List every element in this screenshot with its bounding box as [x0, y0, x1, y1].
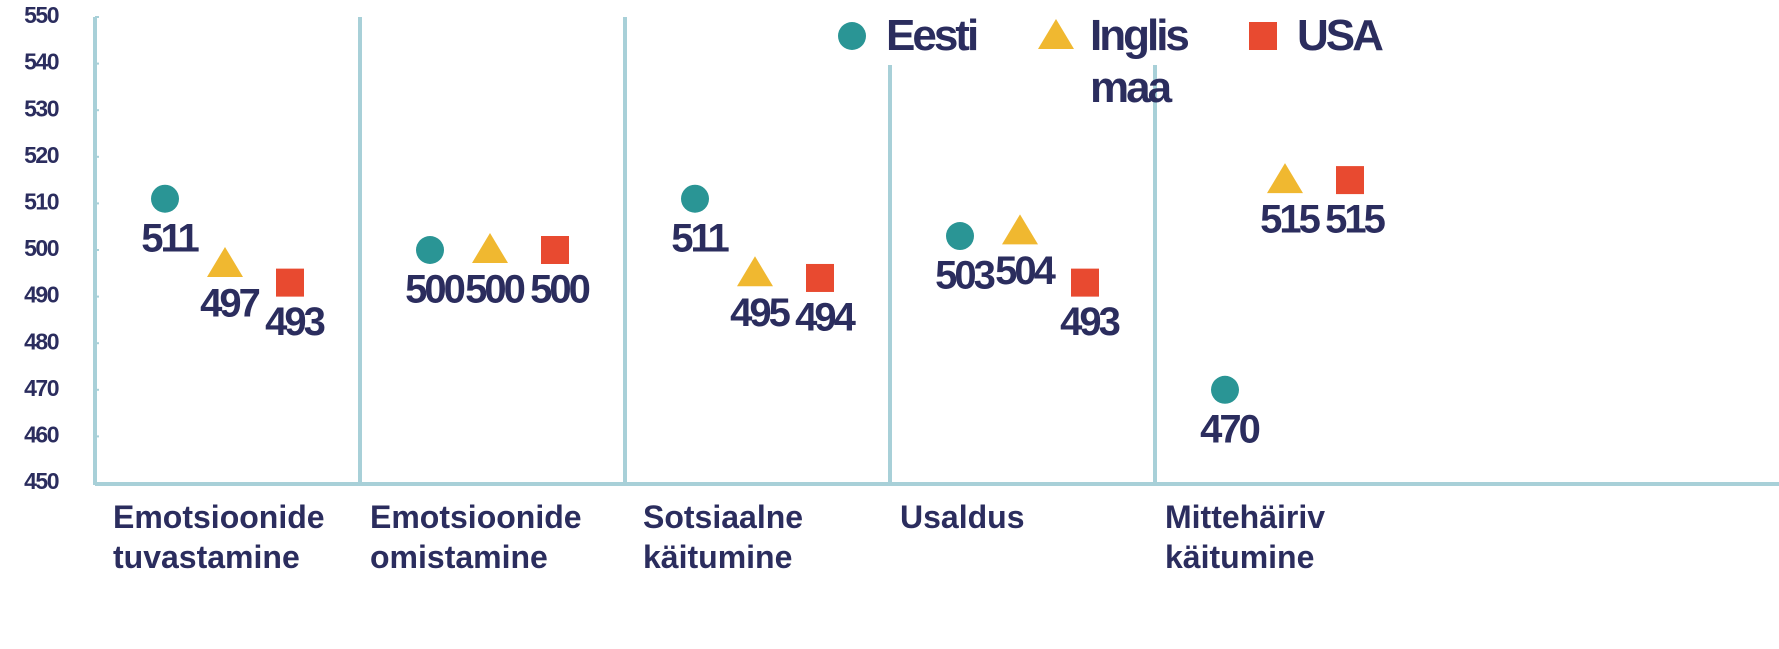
- y-tick-label: 550: [24, 2, 59, 28]
- x-tick-label: Emotsioonide tuvastamine: [113, 499, 325, 575]
- marker: [946, 222, 974, 251]
- legend-label: Inglis maa: [1090, 11, 1190, 112]
- y-tick-label: 470: [24, 375, 59, 401]
- data-label: 500: [465, 268, 524, 312]
- data-label: 511: [141, 216, 199, 260]
- legend-label: USA: [1297, 11, 1384, 60]
- marker: [1267, 163, 1303, 194]
- data-label: 500: [530, 268, 589, 312]
- data-label: 497: [200, 282, 259, 326]
- y-tick-label: 490: [24, 282, 59, 308]
- marker: [541, 236, 569, 264]
- x-tick-label: Mittehäiriv käitumine: [1165, 499, 1326, 575]
- data-label: 500: [405, 268, 464, 312]
- y-tick-label: 450: [24, 468, 59, 494]
- x-tick-label: Sotsiaalne käitumine: [643, 499, 804, 575]
- marker: [276, 268, 304, 297]
- marker: [737, 256, 773, 287]
- y-tick-label: 480: [24, 328, 59, 354]
- legend-marker: [838, 22, 866, 50]
- data-label: 493: [265, 300, 324, 344]
- legend-label: Eesti: [886, 11, 979, 60]
- x-tick-label: Usaldus: [900, 499, 1025, 535]
- data-label: 493: [1060, 300, 1119, 344]
- marker: [1336, 166, 1364, 195]
- marker: [681, 184, 709, 213]
- marker: [416, 236, 444, 264]
- data-label: 515: [1260, 198, 1320, 242]
- marker: [806, 263, 834, 292]
- legend-marker: [1249, 22, 1277, 50]
- data-label: 495: [730, 291, 790, 335]
- separators: [93, 17, 1779, 486]
- data-label: 503: [935, 254, 994, 298]
- data-label: 515: [1325, 198, 1385, 242]
- y-tick-label: 530: [24, 95, 59, 121]
- y-tick-label: 500: [24, 235, 59, 261]
- marker: [1211, 375, 1239, 404]
- data-label: 494: [795, 296, 856, 340]
- data-label: 504: [995, 249, 1056, 293]
- legend-marker: [1038, 19, 1074, 49]
- marker: [207, 246, 243, 277]
- marker: [151, 184, 179, 213]
- x-tick-label: Emotsioonide omistamine: [370, 499, 582, 575]
- y-tick-label: 540: [24, 49, 59, 75]
- y-tick-label: 520: [24, 142, 59, 168]
- marker: [1071, 268, 1099, 297]
- y-tick-label: 510: [24, 188, 59, 214]
- y-tick-label: 460: [24, 421, 59, 447]
- marker: [472, 233, 508, 263]
- marker: [1002, 214, 1038, 245]
- data-label: 470: [1200, 407, 1259, 451]
- data-label: 511: [671, 216, 729, 260]
